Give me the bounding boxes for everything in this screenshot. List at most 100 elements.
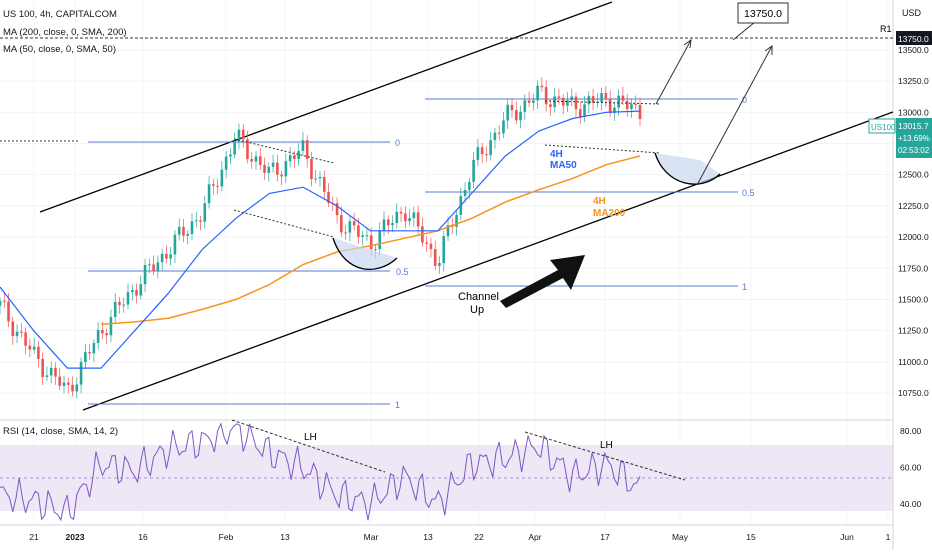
candle-body [143, 264, 147, 285]
candle-body [182, 226, 185, 236]
candle-body [433, 249, 437, 266]
candle-body [152, 264, 155, 271]
candle-body [105, 333, 108, 336]
candle-body [506, 104, 510, 121]
candle-body [7, 301, 10, 322]
channel-lower-line[interactable] [82, 111, 894, 411]
curve-bottom-2[interactable] [654, 152, 721, 185]
candle-body [101, 329, 104, 334]
candle-body [118, 301, 121, 306]
candle-body [314, 178, 318, 180]
r1-label: R1 [880, 24, 892, 34]
candle-body [28, 345, 32, 350]
candle-body [54, 367, 57, 377]
candlesticks [0, 77, 642, 399]
rsi-tick: 40.00 [900, 499, 922, 509]
time-tick: Apr [528, 532, 541, 542]
rsi-legend[interactable]: RSI (14, close, SMA, 14, 2) [3, 426, 118, 437]
ma200-legend[interactable]: MA (200, close, 0, SMA, 200) [3, 27, 127, 38]
candle-body [246, 139, 249, 160]
candle-body [0, 300, 2, 306]
rsi-trendline-1[interactable] [231, 419, 386, 473]
price-axis[interactable]: 13500.013250.013000.012750.012500.012250… [898, 45, 929, 398]
candle-body [280, 174, 283, 177]
candle-body [71, 384, 74, 392]
price-tick: 12000.0 [898, 232, 929, 242]
candle-body [489, 140, 492, 156]
candle-body [404, 213, 407, 222]
symbol-legend[interactable]: US 100, 4h, CAPITALCOM [3, 9, 117, 20]
candle-body [156, 262, 160, 271]
candle-body [177, 226, 181, 235]
candle-body [523, 100, 527, 112]
symbol-badge-text: US100 [871, 123, 896, 132]
candle-body [399, 211, 403, 214]
candle-body [476, 147, 480, 160]
candle-body [220, 169, 224, 187]
candle-body [241, 129, 245, 140]
fib-lower-05-label: 0.5 [396, 267, 409, 277]
candle-body [327, 191, 330, 204]
candle-body [37, 346, 40, 359]
target-box[interactable] [737, 2, 789, 24]
fib-upper[interactable]: 0 0.5 1 [425, 95, 755, 292]
channel-upper-line[interactable] [39, 1, 613, 213]
rsi-trendline-2[interactable] [524, 431, 686, 481]
candle-body [122, 304, 126, 306]
candle-body [305, 140, 309, 159]
candle-body [378, 230, 382, 250]
ma200-label-2: MA200 [593, 208, 626, 219]
candle-body [88, 351, 91, 354]
candle-body [583, 104, 586, 117]
wedge-1[interactable] [233, 138, 335, 238]
candle-body [608, 98, 612, 113]
candle-body [519, 111, 522, 121]
ma50-legend[interactable]: MA (50, close, 0, SMA, 50) [3, 44, 116, 55]
candle-body [591, 96, 595, 103]
time-tick: 13 [280, 532, 290, 542]
channel-label-2: Up [470, 304, 484, 316]
ma50-line[interactable] [0, 110, 641, 369]
candle-body [194, 220, 198, 222]
candle-body [382, 219, 386, 231]
projection-arrow-1[interactable] [655, 38, 692, 105]
time-axis[interactable]: 21 2023 16 Feb 13 Mar 13 22 Apr 17 May 15 Jun 1 [29, 532, 890, 542]
fib-lower-1-label: 1 [395, 400, 400, 410]
candle-body [229, 154, 232, 157]
candle-body [186, 233, 190, 236]
price-tick: 13000.0 [898, 107, 929, 117]
ma200-line[interactable] [101, 155, 641, 326]
candle-body [365, 235, 369, 237]
symbol-badge [868, 118, 896, 134]
candle-body [32, 346, 36, 350]
curve-bottom-1[interactable] [332, 237, 398, 271]
candle-body [212, 184, 215, 186]
candle-body [139, 284, 143, 296]
candle-body [258, 156, 262, 166]
candle-body [536, 85, 539, 101]
candle-body [480, 147, 484, 155]
candle-body [318, 177, 322, 179]
channel-up-arrow[interactable] [500, 255, 585, 308]
candle-body [41, 358, 44, 378]
wedge-2[interactable] [544, 100, 661, 154]
candle-body [49, 367, 53, 376]
candle-body [92, 343, 96, 354]
last-price-text: 13015.7 [898, 121, 929, 131]
rsi-axis[interactable]: 80.00 60.00 40.00 [900, 426, 922, 509]
candle-body [75, 384, 79, 392]
fib-lower[interactable]: 0 0.5 1 [88, 138, 409, 410]
candle-body [468, 181, 471, 190]
projection-arrow-2[interactable] [696, 45, 773, 186]
candle-body [216, 185, 219, 187]
candle-body [348, 221, 352, 233]
rsi-line[interactable] [0, 422, 641, 522]
time-tick: 15 [746, 532, 756, 542]
time-tick: 17 [600, 532, 610, 542]
price-tick: 10750.0 [898, 388, 929, 398]
candle-body [322, 177, 326, 192]
candle-body [570, 96, 574, 101]
fib-upper-05-label: 0.5 [742, 188, 755, 198]
